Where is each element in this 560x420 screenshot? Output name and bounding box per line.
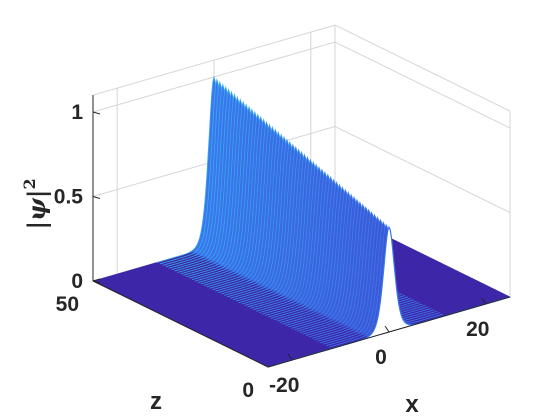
- value-tick-label: 0.5: [54, 186, 84, 209]
- x-tick-mark: [384, 325, 390, 333]
- value-tick-label: 0: [71, 270, 83, 293]
- value-tick-mark: [92, 280, 101, 284]
- surface-mesh-line: [329, 223, 444, 348]
- z-tick-mark: [92, 278, 101, 282]
- value-axis-label-psi: ψ: [22, 197, 51, 221]
- x-axis-label: x: [405, 391, 419, 418]
- x-tick-label: 0: [375, 346, 387, 369]
- value-axis-label-exponent: 2: [20, 178, 39, 189]
- z-axis-label: z: [150, 388, 162, 415]
- z-tick-label: 0: [242, 379, 254, 402]
- value-tick-mark: [92, 111, 101, 115]
- value-tick-mark: [92, 196, 101, 199]
- grid-line: [92, 125, 511, 213]
- surface-mesh-line: [305, 203, 420, 336]
- surface-mesh-line: [323, 218, 438, 345]
- z-axis-line: [92, 280, 269, 368]
- x-tick-mark: [287, 353, 293, 361]
- surface-mesh-line: [317, 213, 432, 342]
- grid-line: [92, 41, 511, 129]
- svg-text:|ψ|2: |ψ|2: [20, 178, 51, 229]
- x-tick-mark: [481, 297, 487, 305]
- value-axis-label-bar-left: |: [22, 221, 51, 230]
- x-tick-label: 20: [466, 318, 489, 341]
- surface-front-face: [268, 227, 510, 367]
- surface-mesh-line: [314, 211, 429, 341]
- surface-mesh: [92, 75, 511, 368]
- box-edge: [334, 24, 511, 112]
- x-tick-label: -20: [269, 374, 299, 397]
- surface-mesh-line: [326, 221, 441, 346]
- z-tick-label: 50: [56, 293, 79, 316]
- z-tick-mark: [267, 364, 276, 368]
- value-tick-label: 1: [71, 101, 83, 124]
- surface-mesh-line: [320, 216, 435, 344]
- value-axis-label: |ψ|2: [20, 178, 51, 229]
- surface-mesh-line: [308, 206, 423, 338]
- value-axis-label-bar-right: |: [22, 190, 51, 199]
- surface-mesh-line: [311, 208, 426, 339]
